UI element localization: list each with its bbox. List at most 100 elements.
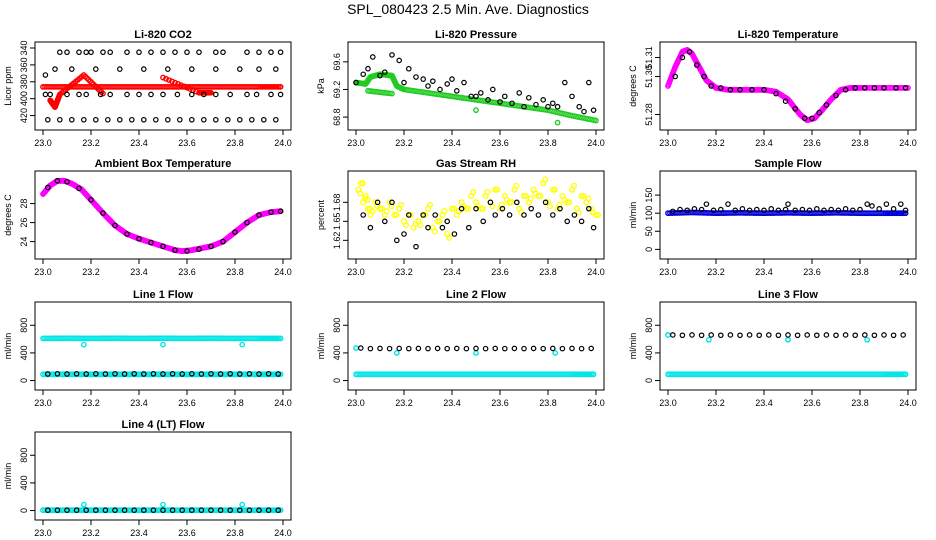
- x-tick-label: 23.4: [755, 398, 773, 408]
- data-point: [260, 116, 267, 123]
- x-tick-label: 23.0: [34, 138, 52, 148]
- data-point: [585, 195, 592, 202]
- series-2: [672, 48, 909, 122]
- data-point: [272, 66, 279, 72]
- y-tick-label: 0: [19, 508, 29, 513]
- data-point: [76, 185, 82, 192]
- y-tick-label: 100: [644, 206, 654, 221]
- data-point: [508, 199, 515, 206]
- data-point: [76, 49, 82, 56]
- panel-title: Line 3 Flow: [758, 289, 818, 301]
- data-point: [480, 218, 487, 225]
- data-point: [172, 49, 178, 56]
- data-point: [160, 49, 166, 56]
- data-point: [590, 107, 597, 113]
- x-tick-label: 23.0: [347, 398, 365, 408]
- x-tick-label: 24.0: [587, 398, 605, 408]
- data-point: [551, 186, 558, 193]
- data-point: [364, 196, 371, 203]
- y-tick-label: 400: [332, 345, 342, 360]
- data-point: [165, 66, 171, 72]
- data-point: [275, 507, 282, 514]
- data-point: [353, 79, 359, 86]
- data-point: [549, 100, 556, 107]
- data-point: [189, 507, 195, 514]
- x-tick-label: 23.0: [34, 398, 52, 408]
- data-point: [556, 201, 563, 208]
- data-point: [141, 116, 147, 123]
- data-point: [679, 54, 686, 61]
- data-point: [189, 91, 195, 98]
- data-point: [569, 345, 575, 352]
- x-tick-label: 23.4: [443, 138, 461, 148]
- data-point: [530, 345, 537, 352]
- data-point: [717, 206, 724, 213]
- data-point: [698, 206, 705, 213]
- x-tick-label: 23.6: [178, 267, 196, 277]
- y-tick-label: 28: [19, 199, 29, 209]
- data-point: [172, 247, 178, 253]
- data-point: [277, 335, 284, 342]
- data-point: [237, 116, 243, 123]
- data-point: [540, 97, 547, 103]
- data-point: [761, 87, 767, 93]
- series-2: [42, 49, 284, 123]
- data-point: [522, 192, 529, 200]
- data-point: [174, 91, 181, 98]
- data-point: [799, 206, 806, 213]
- data-point: [434, 218, 441, 225]
- data-point: [217, 507, 224, 514]
- data-point: [585, 205, 592, 212]
- data-point: [401, 79, 407, 86]
- data-point: [592, 211, 600, 219]
- data-point: [833, 92, 839, 99]
- data-point: [535, 192, 542, 200]
- series-2: [357, 345, 595, 352]
- data-point: [549, 345, 556, 352]
- data-point: [477, 90, 484, 96]
- x-tick-label: 23.0: [659, 138, 677, 148]
- y-tick-label: 0: [19, 378, 29, 383]
- data-point: [487, 199, 494, 206]
- data-point: [54, 507, 61, 514]
- data-point: [552, 350, 559, 356]
- data-point: [585, 79, 592, 86]
- data-point: [175, 80, 181, 87]
- plot-frame: [659, 41, 917, 131]
- data-point: [559, 345, 566, 352]
- data-point: [883, 201, 890, 207]
- data-point: [578, 218, 585, 225]
- data-point: [150, 507, 157, 514]
- data-point: [902, 207, 909, 214]
- data-point: [246, 507, 253, 514]
- series-1: [40, 72, 284, 111]
- x-tick-label: 23.2: [82, 528, 100, 538]
- data-point: [737, 87, 743, 93]
- data-point: [97, 91, 104, 98]
- x-tick-label: 23.8: [851, 138, 869, 148]
- data-point: [516, 90, 523, 96]
- data-point: [249, 116, 255, 123]
- data-point: [179, 371, 186, 377]
- data-point: [93, 507, 99, 514]
- series-1: [353, 345, 597, 378]
- data-point: [56, 116, 63, 123]
- data-point: [698, 332, 705, 339]
- data-point: [792, 106, 799, 112]
- data-point: [398, 201, 405, 208]
- data-point: [465, 205, 472, 212]
- plot-frame: [659, 301, 917, 391]
- data-point: [227, 91, 234, 98]
- data-point: [890, 332, 897, 339]
- y-tick-label: 50: [644, 226, 654, 236]
- data-point: [441, 208, 448, 215]
- data-point: [386, 345, 393, 352]
- data-point: [360, 212, 367, 218]
- data-point: [121, 371, 128, 377]
- data-point: [105, 116, 111, 123]
- data-point: [494, 186, 501, 193]
- data-point: [669, 208, 676, 215]
- data-point: [227, 507, 234, 514]
- data-point: [446, 234, 453, 241]
- data-point: [169, 78, 175, 85]
